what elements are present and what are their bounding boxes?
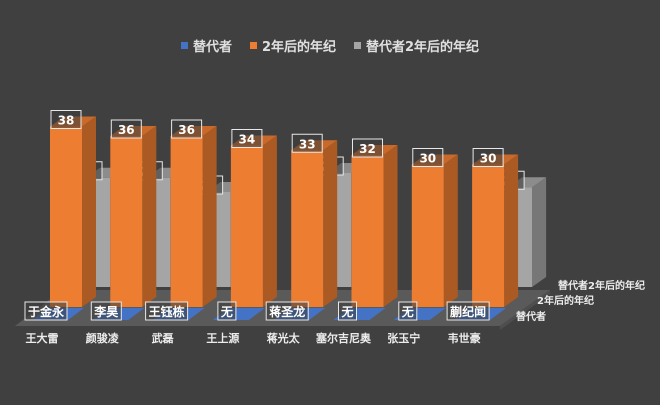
data-label-blue-box [24, 301, 68, 321]
depth-axis-label: 替代者2年后的年纪 [558, 279, 645, 292]
data-label-orange: 33 [299, 137, 316, 151]
legend: 替代者 2年后的年纪 替代者2年后的年纪 [0, 36, 660, 55]
bar-orange-4 [291, 150, 324, 307]
depth-axis-label: 替代者 [516, 310, 546, 323]
data-label-orange: 30 [480, 152, 497, 166]
data-label-blue-box [398, 301, 418, 321]
bar-orange-1 [110, 136, 143, 307]
legend-item-age: 2年后的年纪 [249, 36, 336, 55]
legend-swatch-orange [249, 42, 257, 49]
bar-orange-5-side [383, 145, 398, 307]
bar-orange-4-side [323, 140, 338, 307]
data-label-blue-box [446, 301, 490, 321]
data-label-blue-box [145, 301, 189, 321]
legend-label: 替代者2年后的年纪 [366, 40, 480, 55]
data-label-orange: 34 [239, 133, 256, 147]
x-tick-label: 王上源 [206, 331, 239, 345]
x-tick-label: 张玉宁 [387, 331, 420, 345]
data-label-blue: 李昊 [93, 304, 118, 319]
chart-floor-edge [500, 290, 550, 330]
bar-orange-3 [230, 145, 263, 307]
data-label-blue: 王钰栋 [149, 304, 185, 319]
data-label-orange-box [291, 133, 323, 153]
x-tick-label: 王大雷 [26, 331, 59, 345]
data-label-orange-box [231, 129, 263, 148]
legend-swatch-gray [354, 42, 361, 49]
bar-orange-3-side [262, 135, 277, 307]
bar-orange-7 [472, 164, 505, 307]
legend-item-substitute: 替代者 [180, 36, 232, 55]
data-label-orange: 38 [58, 114, 75, 128]
data-label-orange-box [472, 148, 504, 167]
data-label-blue-box [265, 301, 309, 321]
x-tick-label: 武磊 [152, 331, 174, 345]
data-label-orange-box [50, 110, 82, 129]
data-label-orange-box [110, 119, 142, 139]
legend-item-sub-age: 替代者2年后的年纪 [354, 36, 479, 55]
bar-orange-5 [351, 155, 384, 307]
data-label-orange-box [171, 119, 203, 139]
bar-orange-2-side [202, 126, 217, 307]
data-label-blue: 无 [340, 305, 353, 319]
data-label-orange-box [412, 148, 444, 167]
x-tick-label: 韦世豪 [448, 331, 481, 345]
data-label-blue: 蒯纪闻 [450, 304, 486, 319]
x-tick-label: 颜骏凌 [86, 331, 120, 345]
data-label-orange: 32 [359, 142, 376, 156]
bar-orange-0 [50, 126, 82, 307]
data-label-blue: 于金永 [28, 304, 64, 319]
data-label-blue: 无 [401, 305, 414, 319]
data-label-orange: 36 [178, 123, 195, 137]
data-label-orange-box [352, 138, 383, 158]
bar-orange-0-side [82, 116, 96, 307]
bar-orange-2 [170, 136, 203, 307]
x-tick-label: 塞尔吉尼奥 [315, 331, 372, 345]
bar-orange-6-side [443, 154, 458, 307]
data-label-blue: 蒋圣龙 [269, 304, 305, 319]
legend-swatch-blue [180, 42, 188, 49]
data-label-blue-box [217, 301, 237, 321]
bar-orange-1-side [142, 126, 157, 307]
bar-orange-6 [411, 164, 444, 307]
legend-label: 替代者 [192, 40, 232, 55]
x-tick-label: 蒋光太 [267, 331, 301, 345]
data-label-blue-box [338, 301, 357, 321]
bar-gray-7-side [532, 177, 547, 287]
bar-orange-7-side [504, 154, 519, 307]
depth-axis-label: 2年后的年纪 [537, 294, 594, 307]
data-label-orange: 36 [118, 123, 135, 137]
data-label-orange: 30 [419, 152, 436, 166]
legend-label: 2年后的年纪 [261, 40, 336, 55]
data-label-blue: 无 [220, 305, 233, 319]
data-label-blue-box [90, 301, 122, 321]
